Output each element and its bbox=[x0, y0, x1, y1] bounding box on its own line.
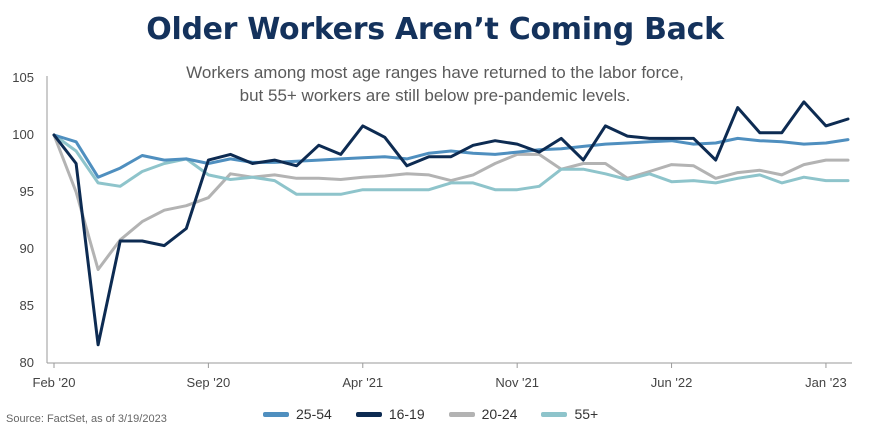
y-tick-label: 95 bbox=[20, 184, 34, 199]
legend-label-16-19: 16-19 bbox=[388, 406, 425, 422]
chart-subtitle: Workers among most age ranges have retur… bbox=[0, 61, 870, 107]
legend-item-20-24: 20-24 bbox=[448, 406, 518, 422]
series-line-55-plus bbox=[52, 133, 850, 196]
subtitle-line-2: but 55+ workers are still below pre-pand… bbox=[239, 86, 631, 105]
x-tick-label: Sep '20 bbox=[187, 375, 231, 390]
legend-label-55-plus: 55+ bbox=[574, 406, 599, 422]
chart-title: Older Workers Aren’t Coming Back bbox=[146, 12, 724, 47]
series-line-25-54 bbox=[52, 133, 850, 179]
legend-swatch-25-54 bbox=[263, 411, 289, 417]
x-tick-label: Apr '21 bbox=[342, 375, 383, 390]
legend-swatch-16-19 bbox=[355, 411, 382, 417]
y-tick-label: 80 bbox=[20, 355, 34, 370]
legend-swatch-55-plus bbox=[541, 411, 568, 417]
legend-label-20-24: 20-24 bbox=[481, 406, 518, 422]
legend-label-25-54: 25-54 bbox=[296, 406, 332, 422]
legend-item-16-19: 16-19 bbox=[355, 406, 425, 422]
series-line-20-24 bbox=[52, 133, 850, 271]
legend-item-25-54: 25-54 bbox=[263, 406, 332, 422]
line-chart: 80 85 90 95 100 105 Feb '20 Sep '20 Apr '21 Nov '… bbox=[12, 70, 852, 390]
y-tick-label: 90 bbox=[20, 241, 34, 256]
legend: 25-54 16-19 20-24 55+ bbox=[263, 406, 598, 422]
x-tick-label: Nov '21 bbox=[495, 375, 539, 390]
y-tick-label: 100 bbox=[12, 127, 34, 142]
x-tick-label: Jan '23 bbox=[805, 375, 847, 390]
source-note: Source: FactSet, as of 3/19/2023 bbox=[6, 413, 167, 425]
subtitle-line-1: Workers among most age ranges have retur… bbox=[186, 63, 684, 82]
legend-swatch-20-24 bbox=[448, 411, 475, 417]
x-tick-label: Feb '20 bbox=[33, 375, 76, 390]
series-line-16-19 bbox=[52, 100, 850, 347]
y-tick-label: 105 bbox=[12, 70, 34, 85]
legend-item-55-plus: 55+ bbox=[541, 406, 598, 422]
x-tick-label: Jun '22 bbox=[651, 375, 693, 390]
y-tick-label: 85 bbox=[20, 298, 34, 313]
